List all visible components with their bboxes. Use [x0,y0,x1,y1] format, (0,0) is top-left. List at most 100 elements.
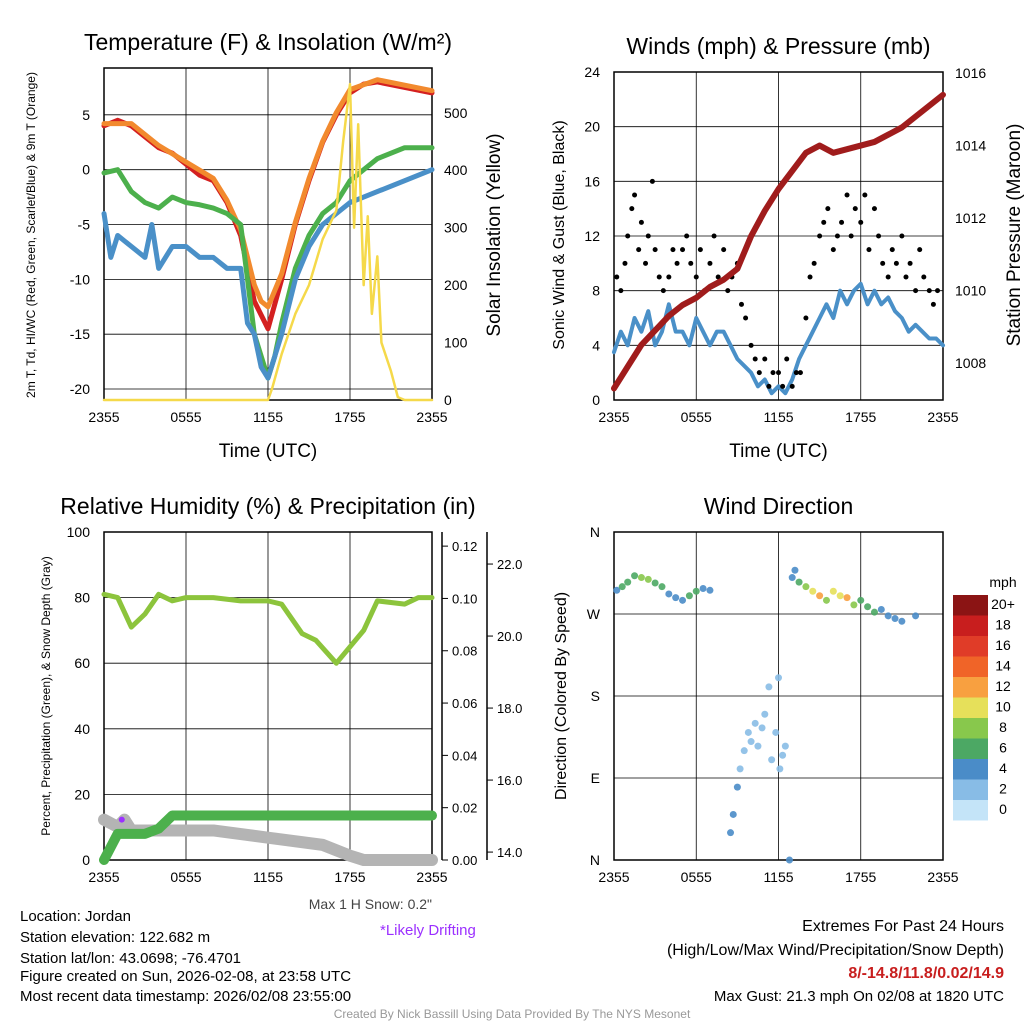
gust-point [858,219,864,225]
direction-point [785,856,793,864]
direction-point [631,572,639,580]
chart-title: Temperature (F) & Insolation (W/m²) [84,29,452,55]
gust-point [756,370,762,376]
x-tick-label: 2355 [416,869,447,885]
gust-point [817,233,823,239]
y3-tick-label: 16.0 [497,773,522,788]
y-tick-label: 4 [592,337,600,353]
colorbar-swatch [953,738,988,759]
gust-point [674,260,680,266]
colorbar-swatch [953,636,988,657]
direction-point [637,574,645,582]
gust-point [903,274,909,280]
gust-point [670,247,676,253]
direction-point [836,592,844,600]
colorbar-swatch [953,656,988,677]
x-tick-label: 1155 [763,409,793,425]
y2-tick-label: 0.04 [452,748,477,763]
gust-point [926,288,932,294]
gust-point [899,233,905,239]
series-rh [101,591,435,666]
max-snow-note: Max 1 H Snow: 0.2" [308,896,432,912]
y-tick-label: 0 [82,852,90,868]
x-tick-label: 1155 [253,869,283,885]
gust-point [636,247,642,253]
y2-tick-label: 400 [444,162,468,178]
colorbar-label: 8 [999,719,1007,735]
chart-title: Relative Humidity (%) & Precipitation (i… [60,493,475,519]
y3-tick-label: 18.0 [497,701,522,716]
x-tick-label: 1155 [253,409,283,425]
series-solar [102,82,434,402]
y2-tick-label: 1010 [955,283,986,299]
drift-marker [118,816,125,823]
x-tick-label: 1755 [845,869,876,885]
y-tick-label: -15 [70,326,90,342]
direction-point [685,592,693,600]
direction-point [772,728,780,736]
direction-point [651,579,659,587]
gust-point [649,178,655,184]
colorbar-swatch [953,595,988,616]
colorbar-label: 18 [995,617,1011,633]
direction-point [864,603,872,611]
y-tick-label: 5 [82,107,90,123]
direction-point [788,574,796,582]
gust-point [921,274,927,280]
gust-point [666,274,672,280]
gust-point [752,356,758,362]
gust-point [721,247,727,253]
x-tick-label: 2355 [927,869,958,885]
gust-point [797,370,803,376]
y-tick-label: E [591,770,600,786]
x-axis-label: Time (UTC) [219,441,318,462]
y-tick-label: 24 [584,64,600,80]
gust-point [839,219,845,225]
gust-point [876,233,882,239]
gust-point [766,383,772,389]
elevation: Station elevation: 122.682 m [20,929,211,946]
direction-point [768,756,776,764]
y2-tick-label: 0.02 [452,801,477,816]
series-pressure [611,91,946,392]
colorbar-swatch [953,615,988,636]
direction-point [775,674,782,682]
series-9m-t [101,77,435,310]
chart-title: Winds (mph) & Pressure (mb) [626,33,930,59]
gust-point [889,247,895,253]
y-tick-label: 0 [592,392,600,408]
direction-point [791,566,799,574]
gust-point [697,247,703,253]
gust-point [893,260,899,266]
colorbar-label: 10 [995,699,1011,715]
gust-point [821,219,827,225]
gust-point [688,260,694,266]
gust-point [625,233,631,239]
y-tick-label: -20 [70,381,90,397]
y-tick-label: 60 [74,655,90,671]
gust-point [656,274,662,280]
x-tick-label: 1755 [334,409,365,425]
gust-point [738,301,744,307]
y3-tick-label: 22.0 [497,557,522,572]
x-tick-label: 0555 [681,869,712,885]
direction-point [754,742,762,750]
gust-point [871,206,877,212]
y3-tick-label: 20.0 [497,629,522,644]
direction-point [736,765,744,773]
gust-point [711,233,717,239]
gust-point [862,192,868,198]
y-tick-label: 20 [584,119,600,135]
y-tick-label: -5 [78,217,91,233]
direction-point [744,728,752,736]
direction-point [877,605,885,613]
y2-axis-label: Station Pressure (Maroon) [1004,124,1024,347]
x-tick-label: 1755 [845,409,876,425]
gust-point [848,233,854,239]
gust-point [770,370,776,376]
y2-tick-label: 0.12 [452,539,477,554]
gust-point [917,247,923,253]
colorbar-swatch [953,718,988,739]
y-tick-label: 20 [74,786,90,802]
direction-point [679,596,687,604]
